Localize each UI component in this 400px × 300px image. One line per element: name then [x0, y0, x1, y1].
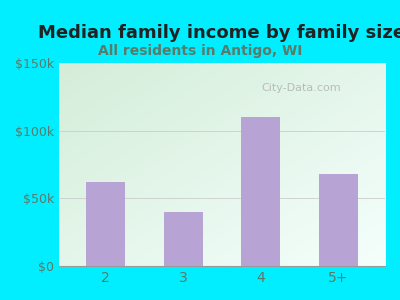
- Bar: [86, 182, 125, 266]
- Bar: [241, 117, 280, 266]
- Text: All residents in Antigo, WI: All residents in Antigo, WI: [98, 44, 302, 58]
- Text: City-Data.com: City-Data.com: [261, 83, 341, 93]
- Title: Median family income by family size: Median family income by family size: [38, 24, 400, 42]
- Bar: [319, 174, 358, 266]
- Bar: [164, 212, 202, 266]
